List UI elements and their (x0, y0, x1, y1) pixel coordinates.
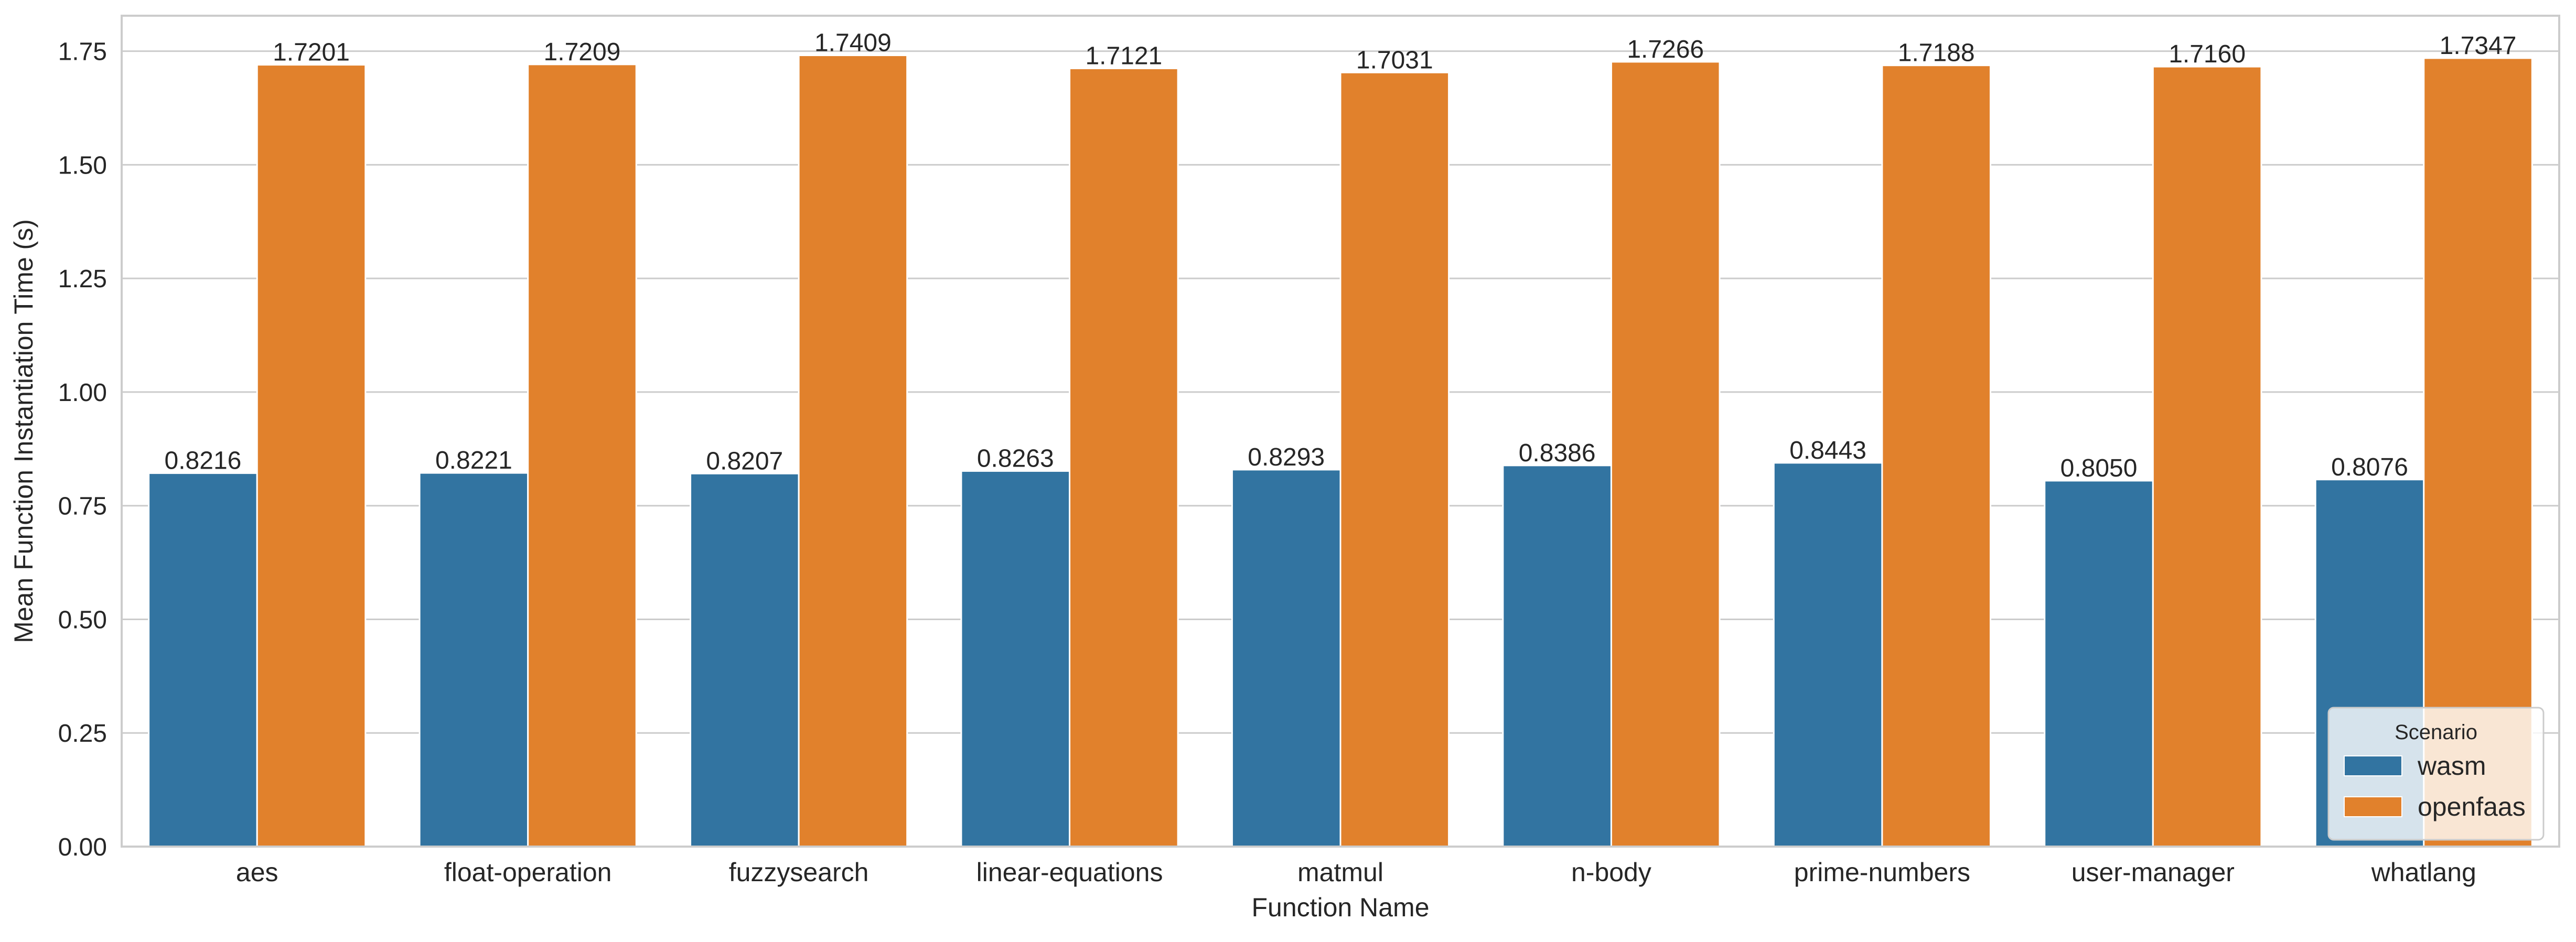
x-tick-label: user-manager (2071, 858, 2235, 887)
x-tick-label: float-operation (444, 858, 612, 887)
bar-wasm (1231, 469, 1341, 848)
y-tick-label: 1.00 (58, 379, 107, 407)
legend-label-wasm: wasm (2417, 751, 2486, 781)
y-axis-label: Mean Function Instantiation Time (s) (9, 219, 38, 643)
bar-value-label: 0.8263 (977, 445, 1054, 473)
bar-wasm (148, 472, 258, 848)
bar-wasm (418, 472, 529, 848)
bar-value-label: 1.7121 (1085, 42, 1162, 70)
x-tick-label: linear-equations (976, 858, 1163, 887)
x-tick-label: aes (236, 858, 278, 887)
bar-value-label: 1.7188 (1898, 39, 1975, 67)
bar-openfaas (1339, 71, 1450, 848)
bar-wasm (690, 472, 800, 848)
bar-value-label: 0.8221 (435, 447, 512, 474)
plot-border (121, 15, 2560, 848)
bar-value-label: 1.7031 (1356, 46, 1433, 74)
legend-title: Scenario (2395, 721, 2477, 744)
axis-ticks: 0.00 0.25 0.50 0.75 1.00 1.25 1.50 1.75 aes float… (58, 38, 2476, 887)
bar-openfaas (1610, 61, 1721, 848)
bar-value-label: 1.7266 (1627, 36, 1704, 63)
x-tick-label: whatlang (2371, 858, 2476, 887)
bar-value-label: 1.7409 (814, 29, 892, 57)
bar-openfaas (527, 63, 637, 848)
bar-value-label: 0.8293 (1248, 443, 1325, 471)
bar-value-label: 0.8216 (165, 447, 242, 475)
bar-wasm (1502, 464, 1612, 848)
bar-value-label: 1.7209 (544, 38, 621, 66)
legend: Scenario wasm openfaas (2327, 707, 2545, 841)
bar-openfaas (798, 55, 908, 848)
bar-wasm (1773, 462, 1883, 848)
x-tick-label: matmul (1297, 858, 1383, 887)
legend-label-openfaas: openfaas (2418, 792, 2526, 821)
bar-value-label: 0.8076 (2331, 453, 2408, 481)
bar-wasm (960, 470, 1071, 848)
bar-value-label: 0.8207 (706, 447, 783, 475)
legend-swatch-openfaas (2344, 796, 2402, 817)
y-tick-label: 0.25 (58, 720, 107, 748)
y-tick-label: 0.50 (58, 606, 107, 634)
bar-value-label: 1.7347 (2440, 32, 2517, 60)
bar-openfaas (2152, 66, 2262, 848)
x-tick-label: n-body (1571, 858, 1651, 887)
bar-value-label: 1.7201 (273, 39, 350, 67)
y-tick-label: 1.50 (58, 151, 107, 179)
y-tick-label: 0.75 (58, 493, 107, 521)
legend-swatch-wasm (2344, 755, 2402, 776)
bar-openfaas (256, 64, 367, 848)
y-tick-label: 0.00 (58, 833, 107, 861)
x-tick-label: fuzzysearch (729, 858, 869, 887)
x-axis-label: Function Name (1251, 893, 1429, 922)
bar-value-label: 1.7160 (2169, 40, 2246, 68)
x-tick-label: prime-numbers (1794, 858, 1970, 887)
y-tick-label: 1.75 (58, 38, 107, 66)
bar-value-label: 0.8443 (1789, 437, 1866, 464)
y-tick-label: 1.25 (58, 265, 107, 293)
bar-wasm (2044, 480, 2154, 848)
bar-openfaas (1069, 67, 1179, 848)
bar-openfaas (1881, 64, 1991, 848)
bar-value-label: 0.8386 (1519, 439, 1596, 467)
plot-frame (121, 15, 2560, 848)
bar-value-label: 0.8050 (2060, 454, 2138, 482)
